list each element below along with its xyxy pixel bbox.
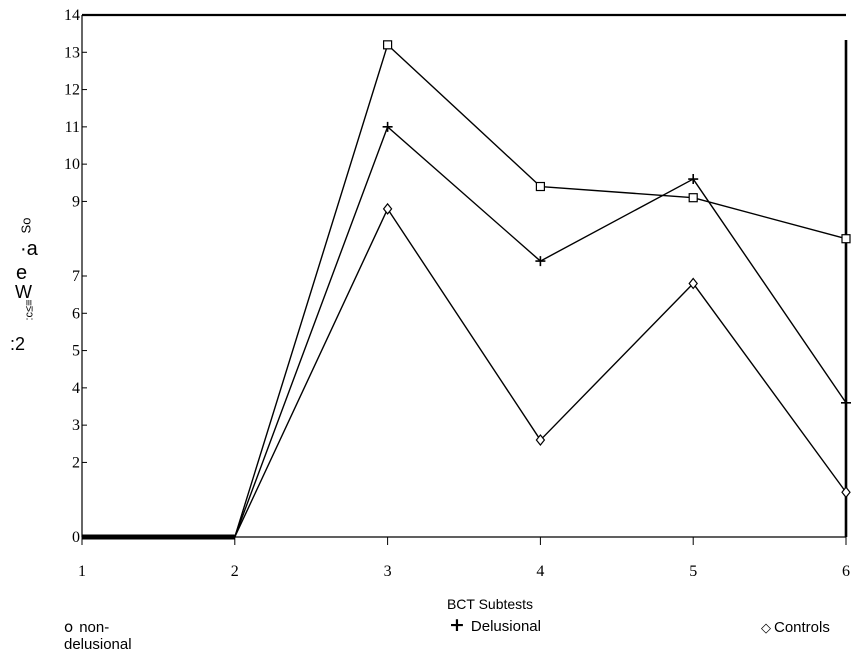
data-point-plus	[841, 397, 851, 408]
y-tick-label: 10	[64, 156, 80, 173]
x-tick-label: 3	[384, 563, 392, 580]
y-tick-label: 13	[64, 44, 80, 61]
x-axis-ticks: 1 2 3 4 5 6	[78, 537, 850, 580]
data-point-diamond	[841, 486, 851, 499]
y-tick-label: 0	[72, 529, 80, 546]
y-tick-label: 14	[64, 7, 80, 24]
data-point-plus	[535, 256, 546, 267]
x-axis-title: BCT Subtests	[446, 596, 534, 612]
data-point-diamond	[688, 277, 698, 290]
x-tick-label: 1	[78, 563, 86, 580]
y-tick-label: 2	[72, 454, 80, 471]
legend-item-controls: ◇ Controls	[761, 619, 830, 637]
legend-plus-marker-icon: +	[449, 614, 465, 636]
data-point-diamond	[382, 202, 393, 215]
legend-label: Controls	[774, 619, 830, 636]
y-label-fragment: ·a	[20, 238, 38, 260]
data-point-diamond	[535, 434, 546, 447]
x-tick-label: 2	[231, 563, 239, 580]
series-line-non-delusional	[82, 44, 847, 538]
data-point-plus	[382, 121, 393, 132]
y-axis-ticks: 0 2 3 4 5 6 7 9 10 11 12 13 14	[64, 7, 87, 546]
legend-diamond-marker-icon: ◇	[761, 621, 771, 636]
series-line-delusional	[82, 126, 847, 538]
y-label-fragment: W	[15, 282, 32, 302]
y-label-fragment: e	[16, 262, 28, 284]
y-tick-label: 12	[64, 82, 80, 99]
x-tick-label: 5	[689, 563, 697, 580]
y-tick-label: 6	[72, 305, 80, 322]
y-tick-label: 7	[72, 268, 80, 285]
data-point-square	[383, 40, 393, 50]
data-point-square	[688, 193, 698, 203]
y-label-fragment: :c≤≡	[23, 299, 36, 321]
data-point-plus	[688, 174, 699, 185]
y-tick-label: 5	[72, 343, 80, 360]
y-tick-label: 3	[72, 417, 80, 434]
y-tick-label: 4	[72, 380, 80, 397]
y-tick-label: 9	[72, 193, 80, 210]
y-axis-label: So ·a e W :c≤≡ :2	[6, 218, 40, 378]
series-line-controls	[82, 208, 847, 538]
legend-square-marker-icon: o	[64, 618, 74, 636]
chart-axes	[81, 13, 848, 538]
x-tick-label: 4	[536, 563, 544, 580]
y-tick-label: 11	[65, 119, 80, 136]
legend-label: Delusional	[470, 618, 541, 635]
x-tick-label: 6	[842, 563, 850, 580]
legend-label: non-delusional	[64, 619, 132, 653]
y-label-fragment: :2	[10, 334, 26, 354]
series-layer	[82, 40, 851, 540]
data-point-square	[841, 234, 851, 244]
y-label-fragment: So	[18, 217, 34, 234]
legend-item-non-delusional: o non-delusional	[64, 618, 174, 654]
legend-item-delusional: + Delusional	[449, 614, 541, 636]
data-point-square	[535, 181, 546, 192]
